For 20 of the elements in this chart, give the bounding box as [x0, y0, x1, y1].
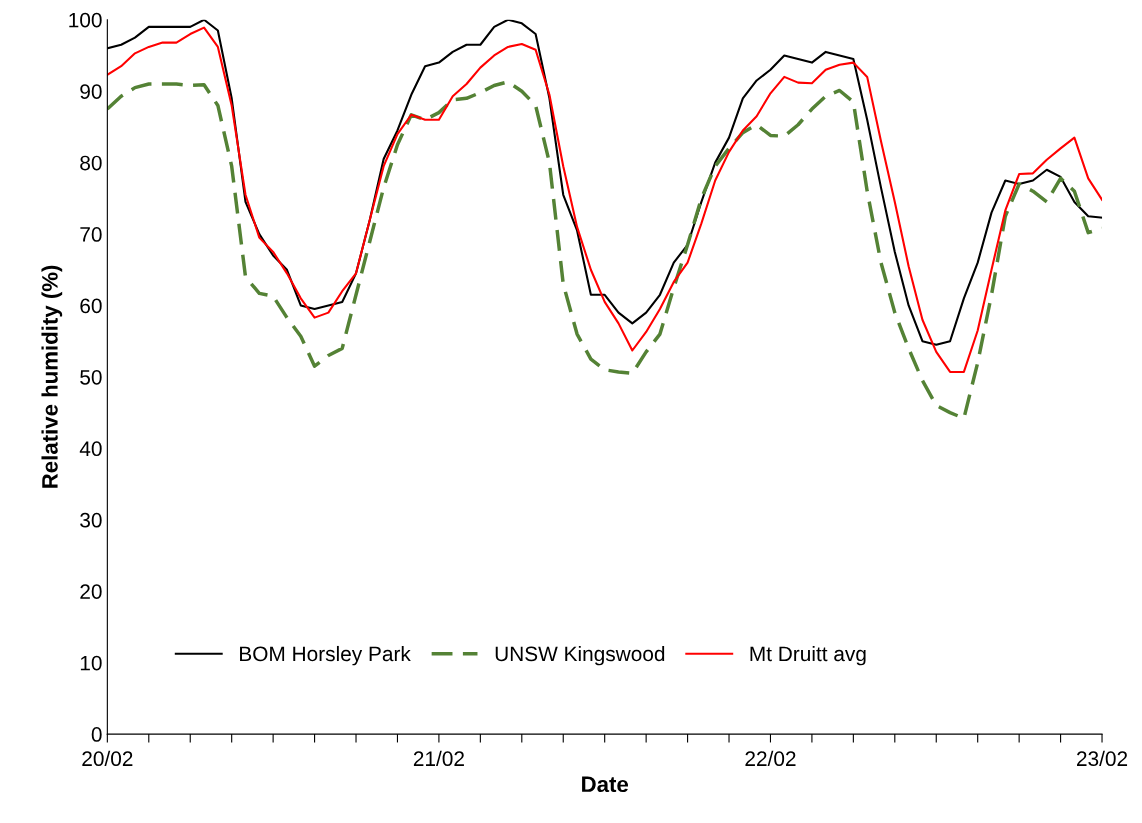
y-tick-label: 10: [80, 655, 102, 671]
legend-label: BOM Horsley Park: [240, 645, 411, 666]
y-tick-label: 60: [80, 298, 102, 314]
y-tick-label: 100: [69, 12, 102, 28]
y-tick-label: 80: [80, 155, 102, 171]
x-tick-label: 22/02: [745, 750, 796, 767]
y-tick-label: 40: [79, 441, 102, 457]
legend-label: Mt Druitt avg: [750, 645, 866, 666]
x-tick-label: 23/02: [1077, 750, 1128, 767]
y-tick-label: 20: [80, 584, 102, 599]
y-tick-label: 50: [80, 369, 102, 385]
x-tick-label: 20/02: [82, 750, 133, 767]
legend-label: UNSW Kingswood: [495, 645, 665, 666]
y-tick-label: 70: [80, 227, 102, 242]
y-axis-title: Relative humidity (%): [41, 265, 63, 488]
y-tick-label: 90: [80, 84, 102, 99]
x-axis-title: Date: [582, 776, 629, 793]
y-tick-label: 30: [80, 512, 102, 528]
y-tick-label: 0: [91, 727, 102, 742]
x-tick-label: 21/02: [413, 750, 464, 767]
